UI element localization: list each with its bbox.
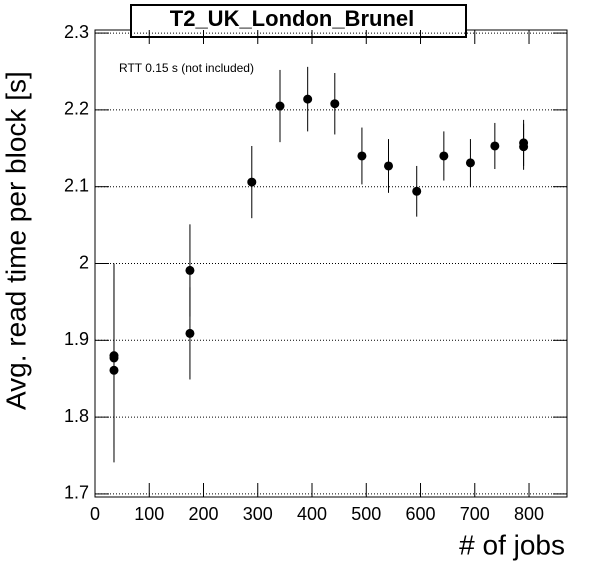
data-point [439,151,449,161]
y-tick-label: 1.9 [64,329,89,349]
y-tick-label: 2.3 [64,22,89,42]
x-tick-label: 600 [405,504,435,524]
data-point [412,186,422,196]
data-point [303,94,313,104]
x-tick-label: 100 [134,504,164,524]
x-tick-label: 200 [188,504,218,524]
data-point [357,151,367,161]
data-point [185,265,195,275]
chart-title: T2_UK_London_Brunel [170,6,414,31]
y-tick-label: 2.2 [64,99,89,119]
y-tick-label: 1.7 [64,483,89,503]
data-point [247,177,257,187]
x-tick-label: 700 [460,504,490,524]
y-tick-label: 2 [79,252,89,272]
y-axis-label: Avg. read time per block [s] [0,71,31,410]
annotation: RTT 0.15 s (not included) [119,61,254,75]
y-tick-label: 2.1 [64,175,89,195]
data-point [330,99,340,109]
data-point [109,365,119,375]
data-point [384,161,394,171]
data-point [275,101,285,111]
data-point [185,328,195,338]
x-tick-label: 300 [243,504,273,524]
data-point [465,158,475,168]
plot-frame [94,29,568,498]
title-box [130,4,467,38]
x-axis-label: # of jobs [459,529,565,560]
x-tick-label: 500 [351,504,381,524]
y-tick-label: 1.8 [64,406,89,426]
x-tick-label: 0 [90,504,100,524]
x-tick-label: 800 [514,504,544,524]
data-point [490,141,500,151]
x-tick-label: 400 [297,504,327,524]
data-point [519,142,529,152]
